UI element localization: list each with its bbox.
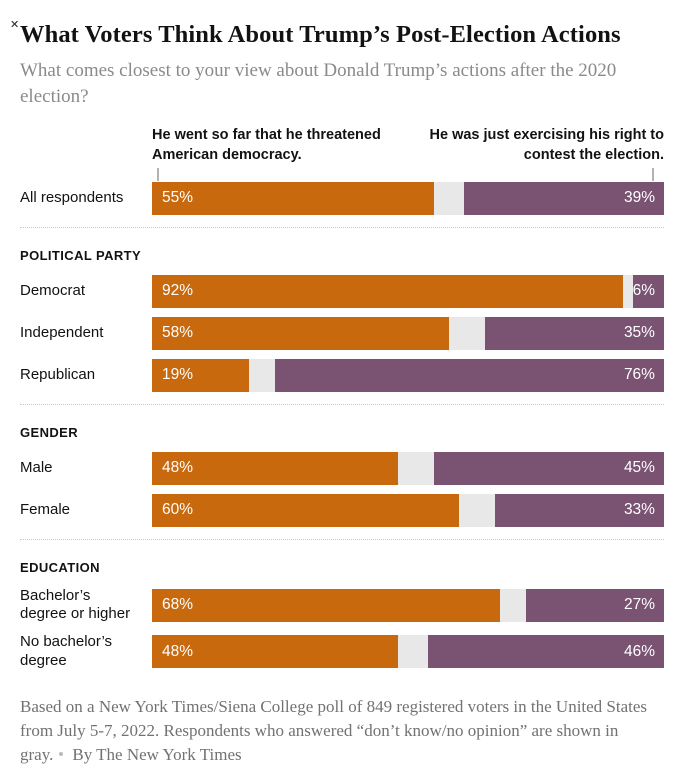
chart-rows: All respondents 55% 39% POLITICAL PARTY Demo…	[20, 181, 664, 671]
close-icon[interactable]: ✕	[10, 19, 20, 31]
legend-ticks	[152, 166, 664, 182]
stacked-bar: 92% 6%	[152, 274, 664, 308]
row-label: No bachelor’s degree	[20, 633, 112, 669]
row-label: Male	[20, 458, 53, 476]
source-note: Based on a New York Times/Siena College …	[20, 695, 652, 767]
section-divider	[20, 226, 664, 228]
chart-row: No bachelor’s degree 48% 46%	[20, 633, 664, 671]
bar-segment-no-opinion	[249, 358, 275, 392]
threatened-pct-label: 92%	[162, 282, 194, 300]
chart-row: All respondents 55% 39%	[20, 181, 664, 215]
section-header: EDUCATION	[20, 559, 100, 575]
tick-left	[157, 167, 159, 181]
bar-segment-threatened: 19%	[152, 358, 250, 392]
exercising-pct-label: 35%	[623, 324, 655, 342]
source-note-text: Based on a New York Times/Siena College …	[20, 696, 648, 764]
byline: By The New York Times	[72, 744, 242, 764]
stacked-bar: 58% 35%	[152, 316, 664, 350]
row-label: Independent	[20, 323, 104, 341]
exercising-pct-label: 46%	[623, 642, 655, 660]
exercising-pct-label: 27%	[623, 596, 655, 614]
bar-segment-exercising: 35%	[484, 316, 664, 350]
section-divider	[20, 403, 664, 405]
page-title: What Voters Think About Trump’s Post-Ele…	[20, 21, 621, 48]
stacked-bar: 48% 45%	[152, 451, 664, 485]
legend: He went so far that he threatened Americ…	[152, 126, 664, 165]
article-page: What Voters Think About Trump’s Post-Ele…	[0, 21, 688, 767]
bar-segment-no-opinion	[459, 493, 496, 527]
row-label: All respondents	[20, 188, 124, 206]
row-label: Female	[20, 500, 71, 518]
section-divider	[20, 538, 664, 540]
stacked-bar: 48% 46%	[152, 635, 664, 669]
bar-segment-threatened: 60%	[152, 493, 460, 527]
bar-segment-no-opinion	[500, 588, 526, 622]
exercising-pct-label: 45%	[623, 459, 655, 477]
section-header: POLITICAL PARTY	[20, 247, 142, 263]
bar-segment-exercising: 27%	[525, 588, 664, 622]
row-label: Democrat	[20, 281, 86, 299]
row-label: Bachelor’s degree or higher	[20, 586, 131, 623]
threatened-pct-label: 68%	[162, 596, 194, 614]
bar-segment-no-opinion	[623, 274, 634, 308]
bar-segment-exercising: 39%	[464, 181, 664, 215]
bullet-separator-icon	[59, 752, 64, 757]
threatened-pct-label: 58%	[162, 324, 194, 342]
chart-row: Female 60% 33%	[20, 493, 664, 527]
chart-row: Bachelor’s degree or higher 68% 27%	[20, 587, 664, 625]
threatened-pct-label: 48%	[162, 642, 194, 660]
bar-segment-exercising: 76%	[274, 358, 664, 392]
chart-subtitle: What comes closest to your view about Do…	[20, 60, 617, 108]
exercising-pct-label: 6%	[633, 282, 655, 300]
bar-segment-no-opinion	[433, 181, 465, 215]
exercising-pct-label: 39%	[623, 189, 655, 207]
bar-segment-threatened: 92%	[152, 274, 624, 308]
stacked-bar: 60% 33%	[152, 493, 664, 527]
bar-segment-no-opinion	[397, 635, 429, 669]
threatened-pct-label: 48%	[162, 459, 194, 477]
threatened-pct-label: 19%	[162, 366, 194, 384]
threatened-pct-label: 55%	[162, 189, 194, 207]
poll-stacked-bar-chart: He went so far that he threatened Americ…	[20, 126, 664, 670]
stacked-bar: 19% 76%	[152, 358, 664, 392]
chart-row: Male 48% 45%	[20, 451, 664, 485]
chart-row: Independent 58% 35%	[20, 316, 664, 350]
bar-segment-no-opinion	[448, 316, 485, 350]
legend-label-threatened: He went so far that he threatened Americ…	[152, 127, 381, 163]
bar-segment-threatened: 55%	[152, 181, 434, 215]
bar-segment-exercising: 6%	[633, 274, 664, 308]
bar-segment-exercising: 46%	[428, 635, 664, 669]
stacked-bar: 55% 39%	[152, 181, 664, 215]
bar-segment-threatened: 48%	[152, 635, 398, 669]
stacked-bar: 68% 27%	[152, 588, 664, 622]
bar-segment-exercising: 45%	[433, 451, 664, 485]
chart-row: Republican 19% 76%	[20, 358, 664, 392]
bar-segment-threatened: 58%	[152, 316, 449, 350]
tick-right	[652, 167, 654, 181]
bar-segment-no-opinion	[397, 451, 434, 485]
threatened-pct-label: 60%	[162, 501, 194, 519]
bar-segment-exercising: 33%	[495, 493, 664, 527]
exercising-pct-label: 33%	[623, 501, 655, 519]
bar-segment-threatened: 68%	[152, 588, 501, 622]
section-header: GENDER	[20, 424, 79, 440]
bar-segment-threatened: 48%	[152, 451, 398, 485]
chart-row: Democrat 92% 6%	[20, 274, 664, 308]
exercising-pct-label: 76%	[623, 366, 655, 384]
legend-label-exercising: He was just exercising his right to cont…	[429, 127, 664, 163]
row-label: Republican	[20, 365, 96, 383]
